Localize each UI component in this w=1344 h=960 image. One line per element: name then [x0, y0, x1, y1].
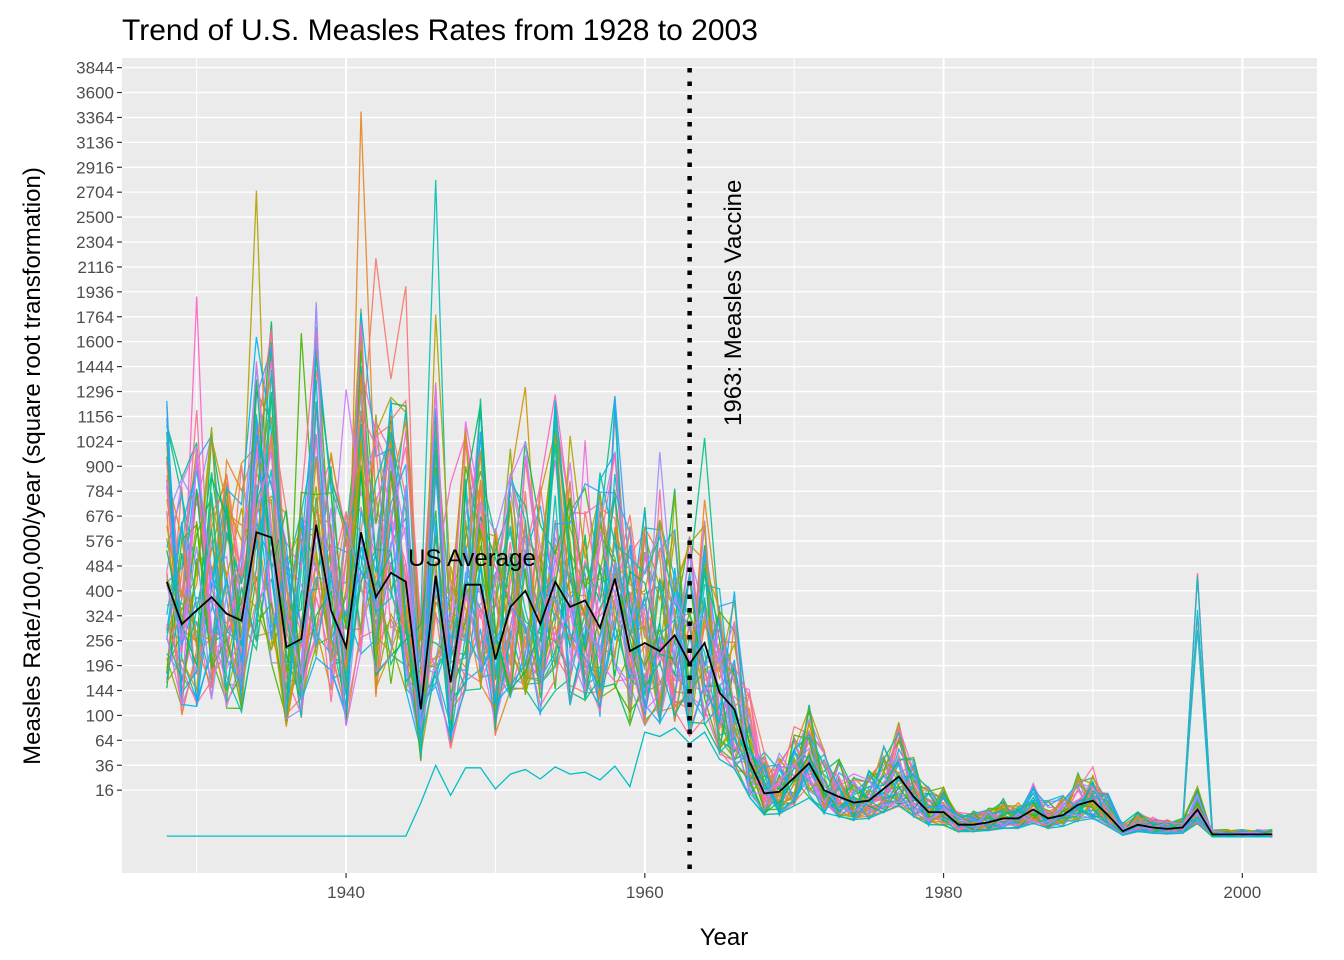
us-average-line [165, 524, 1273, 836]
y-tick-label: 400 [86, 582, 114, 601]
x-tick-label: 1980 [925, 883, 963, 902]
x-tick-label: 1940 [327, 883, 365, 902]
y-tick-label: 1156 [77, 407, 114, 426]
y-tick-label: 144 [86, 682, 114, 701]
y-tick-label: 2500 [76, 208, 114, 227]
y-axis-label: Measles Rate/100,000/year (square root t… [19, 167, 46, 765]
y-tick-label: 784 [86, 482, 114, 501]
y-tick-label: 676 [86, 507, 114, 526]
y-tick-label: 64 [95, 731, 114, 750]
state-series-line [166, 427, 1273, 838]
y-tick-label: 3600 [76, 84, 114, 103]
vaccine-annotation: 1963: Measles Vaccine [720, 180, 747, 426]
y-tick-label: 16 [95, 781, 114, 800]
y-tick-label: 1764 [76, 308, 114, 327]
state-series-group [166, 111, 1273, 838]
y-tick-label: 1024 [76, 432, 114, 451]
x-tick-label: 2000 [1223, 883, 1261, 902]
y-axis-ticks: 16 36 64 100 144 196 256 324 400 484 576 676 784 900 1… [76, 59, 122, 800]
y-tick-label: 484 [86, 557, 114, 576]
state-series-line [166, 330, 1273, 838]
x-tick-label: 1960 [626, 883, 664, 902]
y-tick-label: 196 [86, 657, 114, 676]
state-series-line [166, 727, 1273, 838]
y-tick-label: 1600 [76, 333, 114, 352]
state-series-line [166, 383, 1273, 837]
us-average-annotation: US Average [408, 545, 536, 572]
y-tick-label: 3364 [76, 108, 114, 127]
y-tick-label: 324 [86, 607, 114, 626]
y-tick-label: 3844 [76, 59, 114, 78]
state-series-line [166, 399, 1273, 838]
y-tick-label: 2916 [76, 158, 114, 177]
y-tick-label: 2116 [77, 258, 114, 277]
y-tick-label: 1936 [76, 283, 114, 302]
x-axis-label: Year [700, 924, 749, 951]
x-axis-ticks: 1940 1960 1980 2000 [327, 873, 1261, 902]
state-series-line [166, 416, 1273, 838]
y-tick-label: 2304 [76, 233, 114, 252]
state-series-line [166, 467, 1273, 838]
state-series-line [166, 301, 1273, 838]
state-series-line [166, 389, 1273, 837]
y-tick-label: 1296 [76, 383, 114, 402]
y-tick-label: 900 [86, 457, 114, 476]
chart-title: Trend of U.S. Measles Rates from 1928 to… [122, 14, 758, 47]
y-tick-label: 36 [95, 756, 114, 775]
y-tick-label: 2704 [76, 183, 114, 202]
y-tick-label: 100 [86, 706, 114, 725]
y-tick-label: 256 [86, 632, 114, 651]
us-average-group [165, 524, 1273, 836]
y-tick-label: 576 [86, 532, 114, 551]
y-tick-label: 1444 [76, 358, 114, 377]
y-tick-label: 3136 [76, 133, 114, 152]
